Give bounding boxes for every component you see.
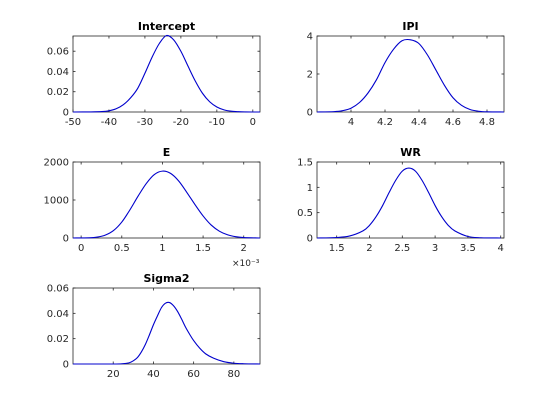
x-tick-label: 1 (159, 243, 165, 254)
x-tick-label: 80 (227, 369, 240, 380)
x-tick-label: 40 (147, 369, 160, 380)
x-tick-label: 4.6 (445, 117, 461, 128)
axes-box-wr (316, 161, 505, 239)
axes-box-e (72, 161, 261, 239)
y-tick-label: 0.02 (47, 334, 69, 345)
density-curve-wr (316, 167, 501, 239)
subplot-sigma2: Sigma2 20 40 60 80 0 0.02 0.04 0.06 (47, 272, 261, 380)
x-tick-label: -40 (101, 117, 117, 128)
x-tick-label: 2 (241, 243, 247, 254)
x-tick-label: 3.5 (460, 243, 476, 254)
chart-title-ipi: IPI (402, 20, 418, 33)
y-tick-label: 1 (307, 183, 313, 194)
x-tick-label: 2.5 (394, 243, 410, 254)
x-axis-multiplier: ×10⁻³ (232, 259, 260, 269)
chart-title-sigma2: Sigma2 (143, 272, 189, 285)
y-tick-label: 0 (63, 360, 69, 371)
density-curve-sigma2 (73, 301, 261, 365)
x-tick-label: 1.5 (195, 243, 211, 254)
x-tick-label: 60 (187, 369, 200, 380)
x-tick-label: 0 (250, 117, 256, 128)
x-tick-label: 20 (107, 369, 120, 380)
x-tick-label: -20 (173, 117, 189, 128)
y-tick-label: 0.04 (47, 309, 69, 320)
x-tick-label: 4.2 (377, 117, 393, 128)
x-tick-label: -50 (65, 117, 81, 128)
x-tick-label: 2 (366, 243, 372, 254)
y-tick-label: 0.06 (47, 47, 69, 58)
x-tick-label: 1.5 (329, 243, 345, 254)
axes-box-sigma2 (72, 287, 261, 365)
subplot-grid: Intercept-50 -40 -30 -20 -10 000.020.040.06IP… (44, 20, 505, 380)
chart-title-e: E (163, 146, 171, 159)
y-tick-label: 0 (307, 108, 313, 119)
x-tick-label: 0.5 (114, 243, 130, 254)
y-tick-label: 0 (63, 234, 69, 245)
y-tick-label: 0.02 (47, 87, 69, 98)
subplot-ipi: IPI 4 4.2 4.4 4.6 4.8 0 2 4 (307, 20, 505, 128)
x-tick-label: 3 (432, 243, 438, 254)
x-tick-label: -30 (137, 117, 153, 128)
y-tick-label: 1000 (44, 196, 69, 207)
density-curve-e (72, 170, 261, 239)
x-tick-label: 0 (78, 243, 84, 254)
y-tick-label: 0 (307, 234, 313, 245)
y-tick-label: 2000 (44, 158, 69, 169)
subplot-wr: WR 1.5 2 2.5 3 3.5 4 0 0.5 1 1.5 (297, 146, 505, 254)
x-tick-label: 4.4 (411, 117, 427, 128)
x-tick-label: -10 (209, 117, 225, 128)
x-tick-label: 4 (498, 243, 504, 254)
x-tick-label: 4 (348, 117, 354, 128)
chart-title-wr: WR (400, 146, 421, 159)
chart-title-intercept: Intercept (138, 20, 195, 33)
y-tick-label: 0.04 (47, 67, 69, 78)
axes-box-ipi (316, 35, 505, 113)
y-tick-label: 0 (63, 108, 69, 119)
y-tick-label: 1.5 (297, 158, 313, 169)
axes-box-intercept (72, 35, 261, 113)
y-tick-label: 2 (307, 70, 313, 81)
x-tick-label: 4.8 (479, 117, 495, 128)
density-curve-ipi (316, 38, 505, 113)
density-curve-intercept (72, 34, 260, 113)
y-tick-label: 0.5 (297, 208, 313, 219)
y-tick-label: 0.06 (47, 284, 69, 295)
subplot-e: E 0 0.5 1 1.5 2 0 1000 2000 ×10⁻³ (44, 146, 261, 269)
y-tick-label: 4 (307, 32, 313, 43)
subplot-intercept: Intercept -50 -40 -30 -20 -10 0 0 0.02 0.04 0.06 (47, 20, 261, 128)
